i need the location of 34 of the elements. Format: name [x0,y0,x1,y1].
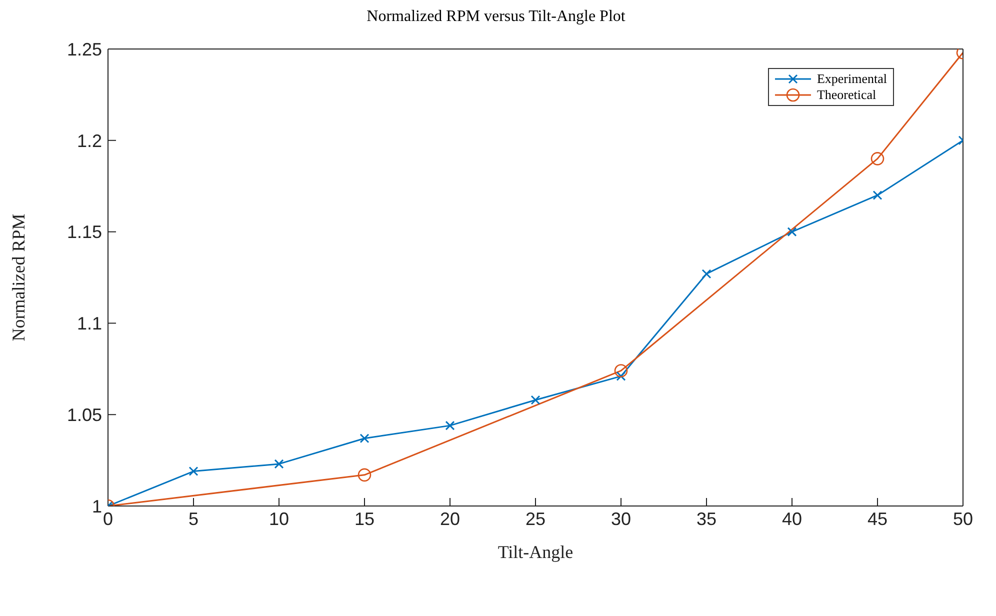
y-tick-label: 1.2 [76,130,102,151]
point [358,468,372,482]
point [530,395,540,405]
y-tick-label: 1.1 [76,314,102,334]
x-tick-label: 15 [354,508,375,529]
x-tick-label: 20 [440,508,460,529]
point [702,269,712,279]
point [872,190,882,200]
x-tick-label: 40 [782,508,802,529]
x-tick-label: 5 [188,508,199,529]
point [870,152,884,166]
legend-label: Experimental [816,71,887,87]
chart-title: Normalized RPM versus Tilt-Angle Plot [366,8,626,26]
point [360,434,370,444]
x-tick-label: 25 [525,508,546,529]
x-tick-label: 50 [952,508,974,529]
y-tick-label: 1.05 [66,404,102,425]
x-axis-title: Tilt-Angle [498,542,574,562]
y-axis-title: Normalized RPM [8,214,28,342]
point [614,364,628,378]
x-tick-label: 30 [610,508,632,529]
point [787,227,797,237]
x-tick-label: 35 [696,508,717,529]
point [188,466,198,476]
y-tick-label: 1.25 [66,39,102,60]
point [274,459,284,469]
y-tick-label: 1 [92,496,102,516]
x-tick-label: 45 [867,508,888,529]
y-tick-label: 1.15 [66,222,102,242]
legend-label: Theoretical [816,87,876,103]
point [445,420,455,430]
x-tick-label: 0 [102,508,114,529]
x-tick-label: 10 [268,508,290,529]
point [616,371,626,381]
